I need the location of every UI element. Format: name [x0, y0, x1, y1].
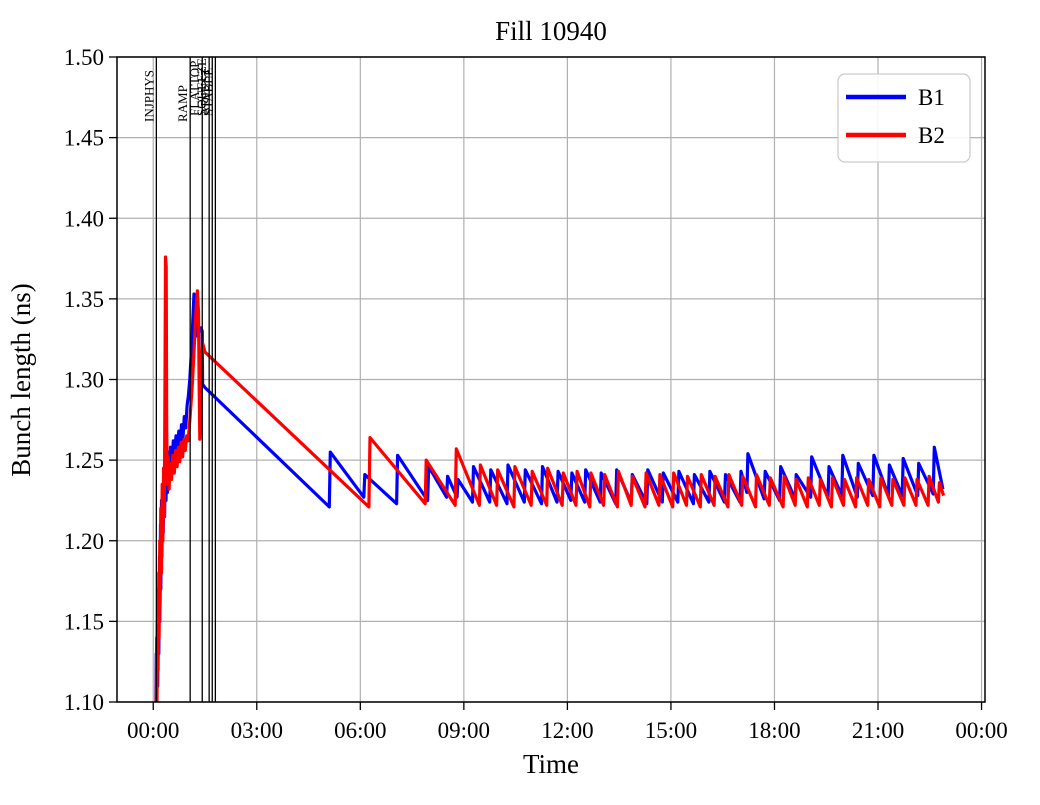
x-tick-label: 09:00	[438, 718, 490, 743]
beam-mode-label: ADJUST	[197, 68, 212, 116]
x-tick-label: 03:00	[231, 718, 283, 743]
y-tick-label: 1.15	[64, 609, 104, 634]
y-tick-label: 1.20	[64, 529, 104, 554]
beam-mode-label: RAMP	[175, 85, 190, 122]
y-tick-label: 1.30	[64, 368, 104, 393]
y-tick-label: 1.35	[64, 287, 104, 312]
y-tick-label: 1.25	[64, 448, 104, 473]
y-tick-label: 1.45	[64, 126, 104, 151]
y-tick-label: 1.10	[64, 690, 104, 715]
b1-curve	[154, 292, 945, 702]
legend-label-b2: B2	[918, 123, 945, 148]
x-tick-label: 06:00	[334, 718, 386, 743]
beam-mode-label: FLATTOP	[187, 61, 202, 116]
x-tick-label: 15:00	[645, 718, 697, 743]
beam-mode-label: STABLE	[200, 68, 215, 116]
x-axis-label: Time	[523, 749, 579, 779]
y-axis-label: Bunch length (ns)	[6, 283, 36, 476]
b2-curve	[154, 255, 946, 702]
x-tick-label: 12:00	[541, 718, 593, 743]
x-tick-label: 18:00	[748, 718, 800, 743]
series-layer	[154, 255, 946, 702]
y-tick-label: 1.40	[64, 206, 104, 231]
x-tick-label: 21:00	[852, 718, 904, 743]
beam-mode-label: INJPHYS	[141, 70, 156, 122]
x-tick-label: 00:00	[127, 718, 179, 743]
legend-box	[837, 73, 971, 163]
legend-label-b1: B1	[918, 85, 945, 110]
y-tick-label: 1.50	[64, 45, 104, 70]
chart-title: Fill 10940	[495, 16, 607, 46]
tick-layer: 00:00 03:00 06:00 09:00 12:00 15:00 18:00 21:00…	[64, 45, 1008, 743]
legend: B1 B2	[837, 73, 971, 163]
x-tick-label: 00:00	[955, 718, 1007, 743]
plot-frame	[116, 56, 986, 703]
beam-mode-label: SQUEEZE	[194, 58, 209, 116]
